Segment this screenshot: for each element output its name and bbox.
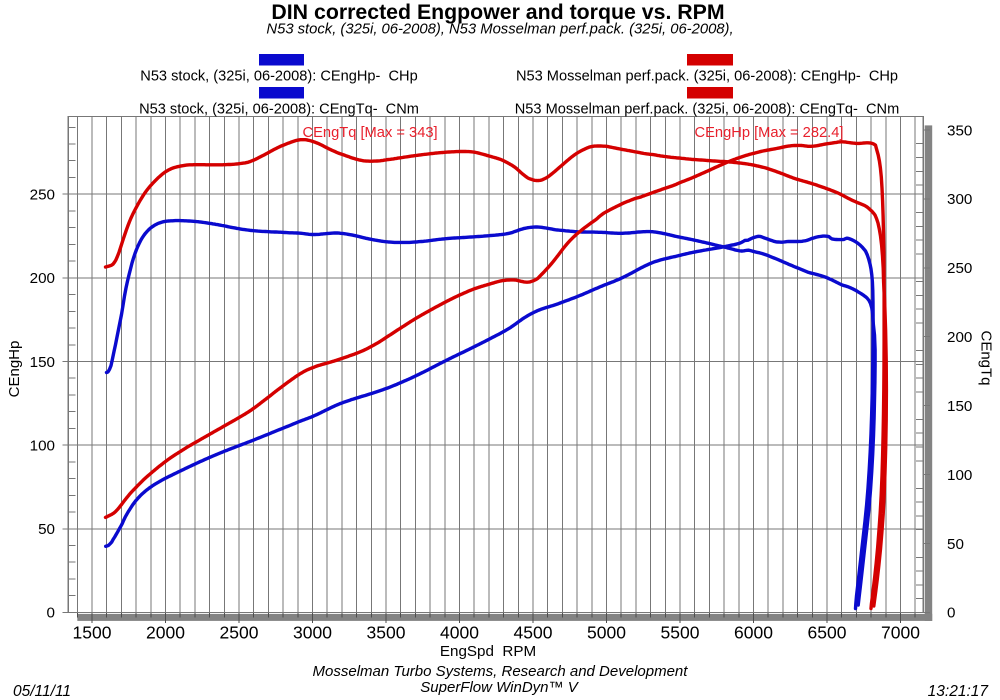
svg-text:7000: 7000 [881,623,920,643]
svg-text:100: 100 [30,437,55,454]
svg-text:200: 200 [947,329,972,346]
svg-text:CEngTq [Max = 343]: CEngTq [Max = 343] [303,125,438,141]
svg-text:5500: 5500 [661,623,700,643]
svg-text:2500: 2500 [220,623,259,643]
svg-text:Mosselman Turbo Systems, Resea: Mosselman Turbo Systems, Research and De… [313,663,689,680]
svg-text:350: 350 [947,122,972,139]
svg-text:DIN corrected Engpower and tor: DIN corrected Engpower and torque vs. RP… [271,0,724,24]
svg-text:150: 150 [947,398,972,415]
svg-text:250: 250 [947,260,972,277]
svg-text:200: 200 [30,270,55,287]
svg-text:250: 250 [30,187,55,204]
svg-text:4000: 4000 [440,623,479,643]
svg-text:N53 stock, (325i, 06-2008): CE: N53 stock, (325i, 06-2008): CEngHp- CHp [140,69,417,85]
svg-text:0: 0 [47,605,55,622]
svg-text:N53 stock, (325i, 06-2008), N5: N53 stock, (325i, 06-2008), N53 Mosselma… [266,21,733,37]
svg-text:50: 50 [947,536,964,553]
svg-text:4500: 4500 [514,623,553,643]
svg-text:150: 150 [30,354,55,371]
svg-text:N53 Mosselman perf.pack. (325i: N53 Mosselman perf.pack. (325i, 06-2008)… [515,102,899,118]
svg-text:SuperFlow WinDyn™ V: SuperFlow WinDyn™ V [420,679,579,696]
svg-text:3500: 3500 [367,623,406,643]
svg-text:300: 300 [947,191,972,208]
svg-text:N53 Mosselman perf.pack. (325i: N53 Mosselman perf.pack. (325i, 06-2008)… [516,69,898,85]
svg-text:6500: 6500 [808,623,847,643]
svg-text:CEngTq: CEngTq [978,330,995,385]
svg-text:2000: 2000 [146,623,185,643]
svg-text:EngSpd RPM: EngSpd RPM [440,643,536,660]
svg-text:05/11/11: 05/11/11 [13,683,71,700]
svg-text:CEngHp [Max = 282.4]: CEngHp [Max = 282.4] [695,125,844,141]
svg-text:13:21:17: 13:21:17 [928,683,990,700]
svg-text:CEngHp: CEngHp [6,341,23,398]
svg-text:3000: 3000 [293,623,332,643]
svg-text:100: 100 [947,467,972,484]
svg-text:50: 50 [38,521,55,538]
svg-text:5000: 5000 [587,623,626,643]
svg-text:1500: 1500 [73,623,112,643]
svg-text:N53 stock, (325i, 06-2008): CE: N53 stock, (325i, 06-2008): CEngTq- CNm [139,102,419,118]
svg-text:6000: 6000 [734,623,773,643]
svg-text:0: 0 [947,605,955,622]
